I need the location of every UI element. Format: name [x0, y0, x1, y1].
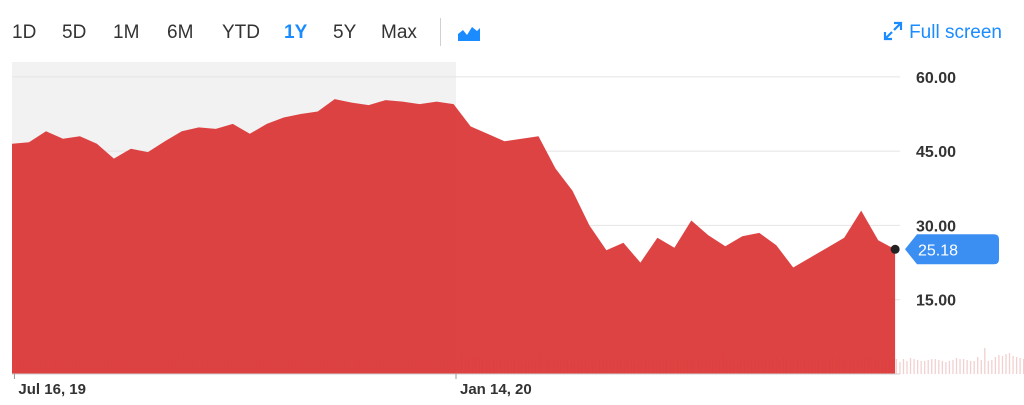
fullscreen-button[interactable]: Full screen	[883, 20, 1002, 46]
volume-bar	[984, 348, 986, 374]
range-button-1m[interactable]: 1M	[113, 22, 140, 43]
range-button-5d[interactable]: 5D	[62, 22, 87, 43]
volume-bar	[1008, 353, 1011, 374]
volume-bar	[909, 358, 912, 374]
volume-bar	[948, 361, 951, 374]
last-price-label: 25.18	[918, 242, 958, 259]
volume-bar	[973, 361, 975, 374]
x-tick-label: Jul 16, 19	[18, 381, 86, 398]
volume-bar	[916, 360, 919, 374]
range-button-6m[interactable]: 6M	[167, 22, 194, 43]
volume-bar	[920, 361, 922, 374]
volume-bar	[966, 360, 968, 374]
last-price-marker	[890, 244, 900, 254]
volume-bar	[962, 359, 965, 374]
volume-bar	[913, 359, 915, 374]
range-button-ytd[interactable]: YTD	[222, 22, 260, 43]
volume-bar	[899, 362, 901, 374]
volume-bar	[987, 361, 989, 374]
x-tick-label: Jan 14, 20	[460, 381, 532, 398]
range-button-5y[interactable]: 5Y	[333, 22, 357, 43]
volume-bar	[969, 361, 972, 374]
y-tick-label: 60.00	[916, 70, 956, 87]
volume-bar	[934, 359, 936, 374]
volume-bar	[931, 359, 933, 374]
volume-bar	[952, 360, 954, 374]
volume-bar	[959, 359, 961, 374]
volume-bar	[924, 361, 926, 374]
volume-bar	[906, 361, 908, 374]
volume-bar	[1012, 356, 1014, 374]
last-price-tag: 25.18	[890, 234, 999, 265]
volume-bar	[895, 359, 898, 374]
x-axis-labels: Jul 16, 19 Jan 14, 20	[13, 374, 532, 398]
area-chart-icon[interactable]	[456, 22, 482, 44]
fullscreen-label: Full screen	[909, 22, 1002, 43]
volume-bar	[902, 359, 905, 374]
y-axis-labels: 60.00 45.00 30.00 15.00	[916, 70, 956, 310]
volume-bar	[955, 358, 958, 374]
volume-bar	[941, 361, 944, 374]
volume-bar	[977, 357, 979, 374]
range-button-1d[interactable]: 1D	[12, 22, 37, 43]
expand-arrows-icon	[883, 21, 903, 41]
volume-bar	[938, 360, 940, 374]
volume-bar	[991, 360, 993, 374]
volume-bar	[1001, 356, 1004, 374]
volume-bar	[1019, 358, 1021, 374]
y-tick-label: 30.00	[916, 218, 956, 235]
range-button-max[interactable]: Max	[381, 22, 417, 43]
chart-toolbar: 1D 5D 1M 6M YTD 1Y 5Y Max Full screen	[0, 0, 1024, 62]
volume-bar	[994, 357, 997, 374]
volume-bar	[945, 362, 947, 374]
volume-bar	[927, 360, 929, 374]
volume-bar	[1015, 357, 1018, 374]
volume-bar	[1005, 354, 1007, 374]
range-button-1y[interactable]: 1Y	[284, 22, 308, 43]
toolbar-divider	[440, 18, 441, 46]
volume-bar	[980, 360, 982, 374]
volume-bar	[998, 355, 1000, 374]
y-tick-label: 45.00	[916, 144, 956, 161]
price-tag-background	[905, 234, 999, 265]
price-area	[12, 99, 896, 374]
y-tick-label: 15.00	[916, 293, 956, 310]
